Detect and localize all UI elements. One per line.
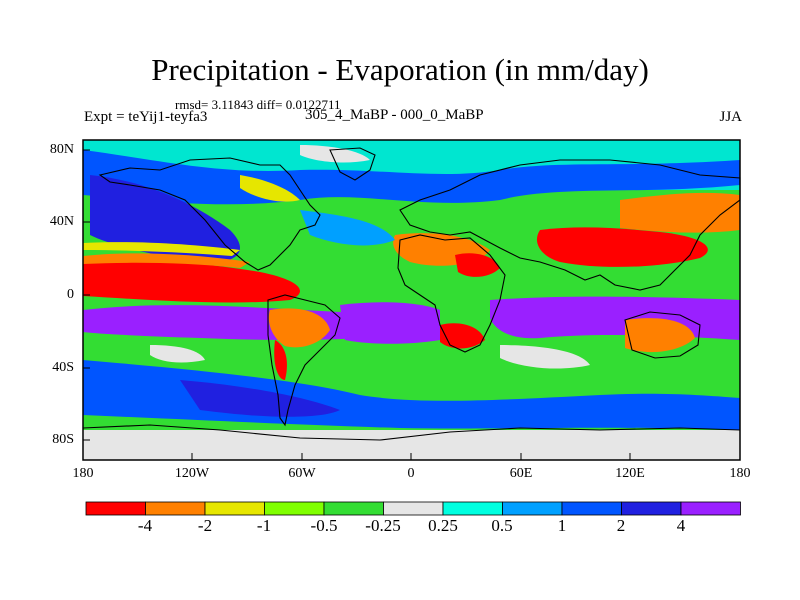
field-region-antarctic-grey — [83, 430, 740, 460]
lat-label-40s: 40S — [52, 360, 74, 375]
field-region-africa-red — [455, 253, 500, 277]
coastlines — [82, 147, 741, 441]
coastline-antarctica — [82, 424, 741, 441]
colorbar — [85, 501, 741, 516]
field-region-grey-patch-3 — [300, 145, 370, 163]
field-region-cyan-atlantic — [300, 210, 395, 246]
colorbar-label: -0.5 — [310, 516, 338, 535]
colorbar-label: -1 — [256, 516, 272, 535]
stats-line: rmsd= 3.11843 diff= 0.0122711 — [175, 97, 341, 112]
field-region-so-violet — [180, 380, 340, 417]
coastline-greenland — [329, 147, 376, 181]
colorbar-swatch — [621, 501, 682, 516]
lon-label-120e: 120E — [615, 466, 645, 481]
colorbar-label: 4 — [676, 516, 686, 535]
lon-label-180w: 180 — [72, 466, 94, 481]
coastline-north-america — [98, 157, 321, 271]
colorbar-swatch — [561, 501, 622, 516]
colorbar-swatch — [680, 501, 741, 516]
field-region-south-america-red — [274, 340, 287, 380]
colorbar-swatch — [502, 501, 563, 516]
field-region-south-america-orange — [268, 308, 330, 348]
plot-title: Precipitation - Evaporation (in mm/day) — [151, 52, 649, 87]
lat-label-80n: 80N — [49, 142, 74, 157]
field-region-eurasia-red — [536, 227, 708, 267]
lat-label-40n: 40N — [49, 214, 74, 229]
colorbar-label: -4 — [137, 516, 153, 535]
colorbar-swatch — [204, 501, 265, 516]
lon-label-0: 0 — [407, 466, 415, 481]
field-region-south-africa-red — [440, 323, 485, 349]
coastline-africa — [397, 234, 506, 353]
map-field — [83, 140, 740, 460]
lat-label-eq: 0 — [67, 287, 74, 302]
field-region-indian-violet — [490, 296, 740, 340]
field-region-yellow-band-1 — [240, 175, 300, 202]
colorbar-swatch — [264, 501, 325, 516]
colorbar-swatch — [85, 501, 146, 516]
field-region-east-pacific-red — [83, 260, 300, 303]
field-region-nw-pacific-blue — [90, 175, 240, 263]
field-region-grey-patch-1 — [500, 345, 590, 369]
lat-label-80s: 80S — [52, 432, 74, 447]
field-region-grey-patch-2 — [150, 345, 205, 363]
field-region-australia-orange — [625, 318, 695, 353]
colorbar-label: 1 — [557, 516, 567, 535]
experiment-label: Expt = teYij1-teyfa3 — [84, 109, 208, 125]
lon-label-60e: 60E — [509, 466, 533, 481]
colorbar-label: -0.25 — [365, 516, 401, 535]
coastline-south-america — [267, 294, 341, 427]
colorbar-label: 0.25 — [428, 516, 458, 535]
season-label: JJA — [719, 109, 742, 125]
coastline-australia — [624, 311, 701, 359]
case-id-label: 305_4_MaBP - 000_0_MaBP — [305, 107, 484, 123]
field-region-eurasia-orange — [620, 192, 740, 233]
colorbar-label: 0.5 — [491, 516, 513, 535]
lon-label-60w: 60W — [288, 466, 316, 481]
axis-ticks — [82, 149, 741, 460]
field-region-yellow-band-2 — [83, 242, 240, 256]
colorbar-label: 2 — [616, 516, 626, 535]
colorbar-label: -2 — [197, 516, 213, 535]
colorbar-swatch — [383, 501, 444, 516]
colorbar-swatch — [442, 501, 503, 516]
lon-label-180e: 180 — [729, 466, 751, 481]
colorbar-swatch — [145, 501, 206, 516]
field-region-east-pacific-orange — [83, 253, 250, 268]
lon-label-120w: 120W — [174, 466, 210, 481]
coastline-eurasia — [399, 159, 741, 291]
colorbar-swatch — [323, 501, 384, 516]
field-region-atlantic-violet — [340, 302, 440, 344]
